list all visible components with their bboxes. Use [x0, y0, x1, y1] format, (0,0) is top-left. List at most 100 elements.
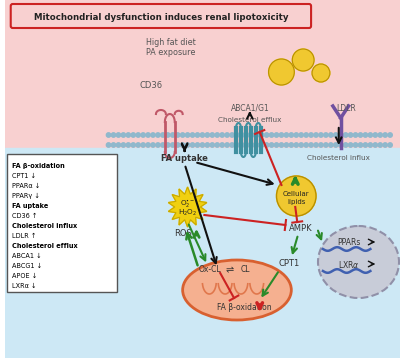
Circle shape [284, 133, 288, 137]
Circle shape [225, 143, 229, 147]
Text: ABCG1 ↓: ABCG1 ↓ [12, 263, 42, 269]
Circle shape [264, 143, 269, 147]
Circle shape [309, 143, 313, 147]
Circle shape [294, 133, 298, 137]
Circle shape [289, 143, 294, 147]
Circle shape [200, 143, 204, 147]
Text: AMPK: AMPK [289, 223, 313, 232]
Circle shape [292, 49, 314, 71]
Circle shape [195, 143, 200, 147]
Circle shape [146, 143, 150, 147]
Circle shape [319, 143, 323, 147]
Circle shape [141, 133, 145, 137]
Circle shape [200, 133, 204, 137]
Circle shape [170, 133, 175, 137]
Circle shape [220, 133, 224, 137]
Circle shape [240, 133, 244, 137]
Circle shape [146, 133, 150, 137]
Circle shape [334, 143, 338, 147]
Circle shape [329, 133, 333, 137]
Circle shape [254, 133, 259, 137]
Circle shape [166, 133, 170, 137]
Circle shape [210, 143, 214, 147]
Circle shape [131, 143, 136, 147]
Circle shape [205, 133, 210, 137]
Circle shape [269, 133, 274, 137]
Circle shape [314, 143, 318, 147]
Circle shape [358, 133, 363, 137]
Circle shape [274, 143, 279, 147]
Circle shape [161, 133, 165, 137]
Circle shape [116, 133, 120, 137]
Circle shape [353, 143, 358, 147]
Circle shape [245, 133, 249, 137]
Text: FA uptake: FA uptake [12, 203, 48, 209]
Circle shape [250, 133, 254, 137]
Circle shape [235, 143, 239, 147]
Circle shape [215, 133, 219, 137]
Circle shape [240, 143, 244, 147]
Circle shape [186, 133, 190, 137]
Text: Cholesterol efflux: Cholesterol efflux [12, 243, 78, 249]
Text: ABCA1 ↓: ABCA1 ↓ [12, 253, 41, 259]
Circle shape [279, 143, 284, 147]
Circle shape [274, 133, 279, 137]
Circle shape [319, 133, 323, 137]
Text: High fat diet: High fat diet [146, 38, 196, 47]
Circle shape [131, 133, 136, 137]
Circle shape [268, 59, 294, 85]
Circle shape [279, 133, 284, 137]
Circle shape [245, 143, 249, 147]
Circle shape [126, 133, 130, 137]
Text: LDLR ↑: LDLR ↑ [12, 233, 36, 239]
Circle shape [276, 176, 316, 216]
Circle shape [294, 143, 298, 147]
Text: LDLR: LDLR [336, 103, 356, 112]
Circle shape [151, 133, 155, 137]
Circle shape [190, 133, 195, 137]
Circle shape [269, 143, 274, 147]
Circle shape [383, 143, 387, 147]
Circle shape [111, 133, 116, 137]
Text: Cholesterol efflux: Cholesterol efflux [218, 117, 282, 123]
Bar [5, 148, 400, 358]
Circle shape [254, 143, 259, 147]
Circle shape [116, 143, 120, 147]
Text: APOE ↓: APOE ↓ [12, 273, 37, 279]
Text: CD36: CD36 [140, 81, 162, 90]
Circle shape [388, 133, 392, 137]
Text: Cholesterol influx: Cholesterol influx [12, 223, 77, 229]
Circle shape [289, 133, 294, 137]
Circle shape [186, 143, 190, 147]
Circle shape [126, 143, 130, 147]
Circle shape [260, 143, 264, 147]
Text: H$_2$O$_2$: H$_2$O$_2$ [178, 208, 197, 218]
Circle shape [353, 133, 358, 137]
Text: Cellular: Cellular [283, 191, 310, 197]
Text: CPT1: CPT1 [279, 260, 300, 268]
Circle shape [230, 143, 234, 147]
Text: Mitochondrial dysfunction induces renal lipotoxicity: Mitochondrial dysfunction induces renal … [34, 13, 288, 21]
Text: PPARα ↓: PPARα ↓ [12, 183, 40, 189]
Text: CD36 ↑: CD36 ↑ [12, 213, 37, 219]
Circle shape [358, 143, 363, 147]
Circle shape [348, 133, 353, 137]
Text: CPT1 ↓: CPT1 ↓ [12, 173, 36, 179]
Circle shape [299, 143, 303, 147]
Circle shape [363, 143, 368, 147]
Ellipse shape [318, 226, 399, 298]
Circle shape [176, 143, 180, 147]
Circle shape [195, 133, 200, 137]
Circle shape [161, 143, 165, 147]
Text: ⇌: ⇌ [226, 265, 234, 275]
Circle shape [136, 143, 140, 147]
Circle shape [225, 133, 229, 137]
Text: FA uptake: FA uptake [161, 154, 208, 163]
Circle shape [309, 133, 313, 137]
Circle shape [230, 133, 234, 137]
Circle shape [368, 143, 372, 147]
Circle shape [338, 143, 343, 147]
Circle shape [121, 133, 126, 137]
Ellipse shape [183, 260, 291, 320]
Circle shape [170, 143, 175, 147]
